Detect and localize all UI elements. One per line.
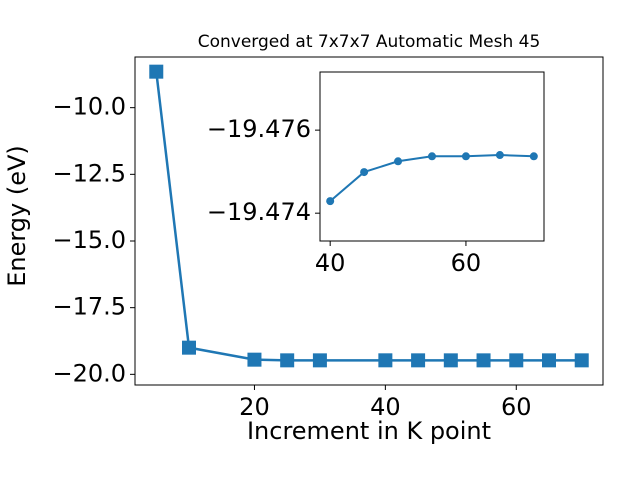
y-axis-label: Energy (eV)	[3, 145, 31, 287]
data-point	[149, 64, 164, 79]
x-tick-label: 20	[239, 393, 270, 421]
y-tick-label: −20.0	[52, 359, 126, 387]
data-point	[443, 353, 458, 368]
x-tick-label: 40	[370, 393, 401, 421]
data-point	[529, 152, 538, 161]
data-point	[182, 340, 196, 355]
y-tick-label: −15.0	[52, 226, 126, 254]
data-point	[495, 151, 504, 160]
data-point	[312, 353, 327, 368]
x-axis-label: Increment in K point	[247, 417, 491, 445]
chart-title: Converged at 7x7x7 Automatic Mesh 45	[198, 32, 541, 52]
data-point	[411, 353, 426, 368]
data-point	[428, 152, 436, 161]
x-tick-label: 40	[315, 249, 346, 277]
data-point	[509, 353, 524, 368]
x-tick-label: 60	[501, 393, 532, 421]
data-point	[461, 152, 470, 161]
data-point	[394, 157, 403, 166]
y-tick-label: −19.474	[207, 198, 311, 226]
y-tick-label: −19.476	[207, 115, 311, 143]
y-tick-label: −10.0	[52, 93, 126, 121]
data-point	[476, 353, 491, 368]
y-tick-label: −12.5	[52, 159, 126, 187]
data-point	[280, 353, 295, 368]
data-point	[326, 197, 335, 206]
data-point	[378, 353, 393, 368]
data-point	[574, 353, 589, 368]
y-tick-label: −17.5	[52, 293, 126, 321]
data-point	[542, 353, 556, 368]
data-point	[360, 168, 369, 177]
data-point	[247, 352, 262, 367]
x-tick-label: 60	[451, 249, 482, 277]
